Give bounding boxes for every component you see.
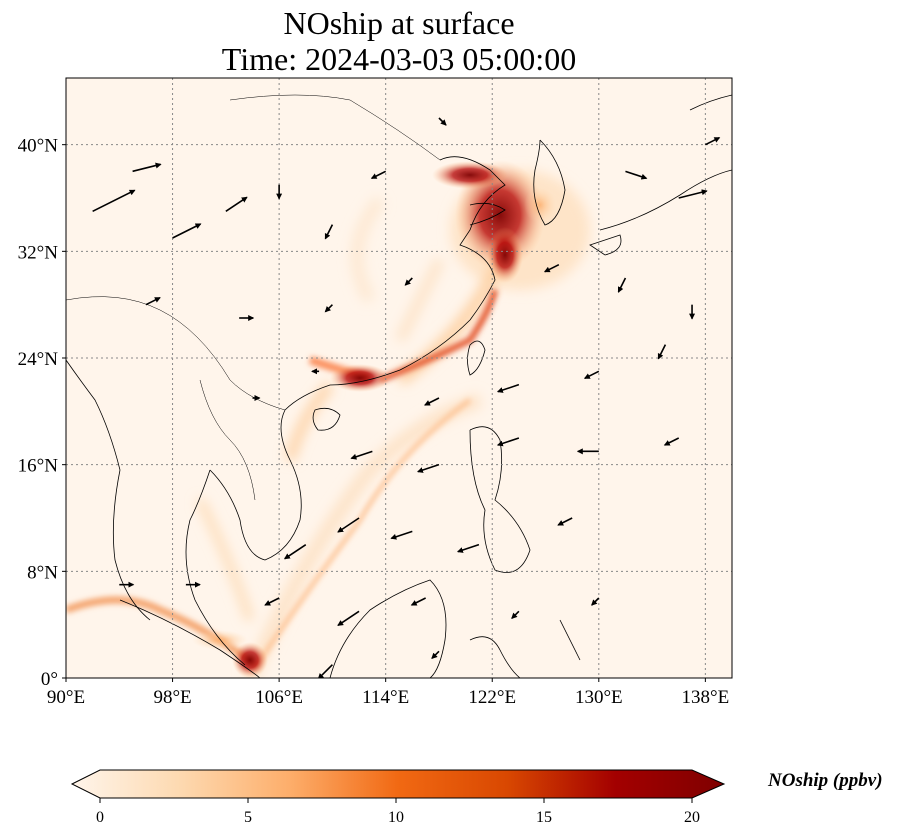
coastline-sulawesi bbox=[469, 636, 521, 678]
lat-tick-label-3: 24°N bbox=[18, 349, 59, 370]
wind-arrow-31 bbox=[390, 530, 413, 540]
wind-arrow-41 bbox=[317, 664, 333, 678]
lat-tick-label-1: 8°N bbox=[27, 562, 58, 583]
wind-arrow-25 bbox=[417, 463, 440, 473]
wind-arrow-3 bbox=[225, 196, 248, 212]
wind-arrow-29 bbox=[283, 544, 307, 560]
lon-tick-label-3: 114°E bbox=[362, 687, 409, 708]
map-title-line-1: NOship at surface bbox=[283, 5, 515, 41]
colorbar-tick-label-1: 5 bbox=[244, 809, 252, 826]
wind-arrow-9 bbox=[678, 189, 708, 199]
coastline-bay-of-bengal bbox=[66, 359, 121, 471]
lon-tick-label-6: 138°E bbox=[682, 687, 730, 708]
wind-arrow-42 bbox=[431, 650, 440, 660]
wind-arrow-30 bbox=[337, 517, 360, 533]
border-indochina bbox=[199, 379, 256, 501]
lon-tick-label-4: 122°E bbox=[468, 687, 516, 708]
coastline-philippines bbox=[469, 426, 531, 573]
border-china-south bbox=[66, 296, 286, 411]
wind-arrow-11 bbox=[145, 296, 161, 306]
wind-arrow-10 bbox=[705, 136, 721, 146]
coastline-hainan bbox=[312, 407, 341, 431]
hotspot-singapore bbox=[232, 642, 268, 678]
colorbar-bar bbox=[70, 769, 726, 799]
wind-arrow-36 bbox=[264, 597, 280, 606]
coastline-moluccas bbox=[559, 619, 581, 661]
hotspot-bohai-sea bbox=[432, 161, 508, 189]
coastline-sumatra bbox=[119, 599, 261, 678]
wind-arrow-37 bbox=[337, 610, 360, 626]
wind-arrow-32 bbox=[456, 543, 480, 553]
coastline-japan-kyushu bbox=[589, 234, 622, 256]
gridlines bbox=[66, 78, 732, 678]
wind-arrow-40 bbox=[591, 597, 600, 606]
wind-arrow-38 bbox=[410, 597, 426, 606]
coastlines bbox=[66, 94, 732, 678]
longitude-ticks: 90°E 98°E 106°E 114°E 122°E 130°E 138°E bbox=[47, 678, 729, 708]
wind-arrow-14 bbox=[404, 277, 413, 286]
wind-arrow-8 bbox=[625, 170, 648, 180]
coastline-taiwan bbox=[467, 340, 486, 376]
wind-arrow-1 bbox=[132, 162, 162, 173]
map-title-line-2: Time: 2024-03-03 05:00:00 bbox=[221, 41, 577, 77]
wind-arrow-39 bbox=[511, 610, 520, 620]
wind-arrow-22 bbox=[583, 370, 600, 380]
wind-arrow-20 bbox=[424, 397, 440, 406]
border-mongolia bbox=[229, 94, 441, 161]
coastline-borneo bbox=[329, 579, 447, 678]
wind-arrow-21 bbox=[496, 383, 520, 393]
wind-arrow-5 bbox=[324, 224, 334, 240]
colorbar-ticks: 0 5 10 15 20 bbox=[96, 798, 700, 826]
coastline-japan-north bbox=[689, 94, 732, 111]
lon-tick-label-0: 90°E bbox=[47, 687, 85, 708]
concentration-field bbox=[66, 78, 732, 678]
wind-arrow-28 bbox=[663, 437, 680, 446]
lon-tick-label-2: 106°E bbox=[255, 687, 303, 708]
map-frame bbox=[65, 77, 733, 679]
coastline-japan-honshu bbox=[599, 169, 732, 231]
lat-tick-label-2: 16°N bbox=[18, 456, 59, 477]
hotspot-korea-west bbox=[524, 187, 556, 223]
colorbar: 0 5 10 15 20 bbox=[70, 769, 726, 826]
hotspot-pearl-river-delta bbox=[330, 364, 390, 392]
wind-arrow-2 bbox=[172, 223, 202, 239]
lon-tick-label-5: 130°E bbox=[575, 687, 623, 708]
colorbar-label: NOship (ppbv) bbox=[768, 770, 883, 791]
lat-tick-label-5: 40°N bbox=[18, 136, 59, 157]
latitude-ticks: 0° 8°N 16°N 24°N 32°N 40°N bbox=[18, 136, 66, 690]
wind-arrow-26 bbox=[496, 437, 520, 447]
wind-arrow-6 bbox=[370, 170, 387, 180]
colorbar-tick-label-3: 15 bbox=[536, 809, 552, 826]
wind-arrow-16 bbox=[617, 277, 627, 293]
wind-arrow-15 bbox=[543, 263, 560, 273]
coastline-indochina bbox=[209, 409, 302, 561]
wind-arrow-13 bbox=[324, 304, 333, 313]
colorbar-tick-label-4: 20 bbox=[684, 809, 700, 826]
wind-arrow-23 bbox=[657, 344, 667, 360]
coastline-malay-peninsula bbox=[185, 469, 246, 666]
coastline-china bbox=[284, 156, 506, 411]
wind-arrow-33 bbox=[557, 517, 573, 526]
hotspot-yangtze-delta bbox=[487, 227, 523, 283]
emission-hotspots bbox=[192, 160, 556, 678]
coastline-myanmar bbox=[112, 469, 151, 621]
colorbar-tick-label-2: 10 bbox=[388, 809, 404, 826]
lon-tick-label-1: 98°E bbox=[153, 687, 191, 708]
wind-arrow-0 bbox=[92, 189, 136, 213]
lat-tick-label-0: 0° bbox=[41, 669, 58, 690]
coastline-shandong bbox=[469, 202, 506, 226]
wind-vectors bbox=[92, 117, 721, 678]
wind-arrow-24 bbox=[350, 450, 373, 460]
coastline-korea bbox=[533, 139, 566, 226]
colorbar-tick-label-0: 0 bbox=[96, 809, 104, 826]
wind-arrow-7 bbox=[438, 117, 447, 126]
lat-tick-label-4: 32°N bbox=[18, 242, 59, 263]
